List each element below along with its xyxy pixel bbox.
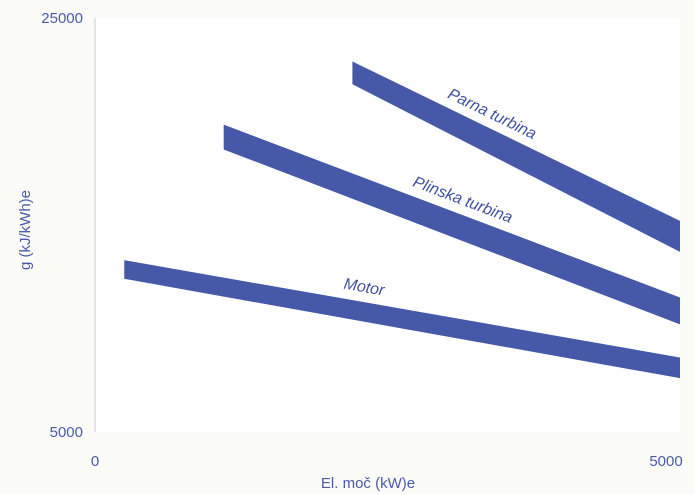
band-parna-turbina [352,61,680,252]
y-axis-label: g (kJ/kWh)e [17,190,34,270]
x-tick-label-max: 5000 [649,453,682,470]
y-tick-label-min: 5000 [50,424,83,441]
series-label-motor: Motor [342,276,386,300]
x-axis-label: El. moč (kW)e [321,475,415,492]
band-plinska-turbina [223,124,680,325]
y-tick-label-max: 25000 [41,10,83,27]
x-tick-label-min: 0 [91,453,99,470]
band-motor [124,260,680,379]
